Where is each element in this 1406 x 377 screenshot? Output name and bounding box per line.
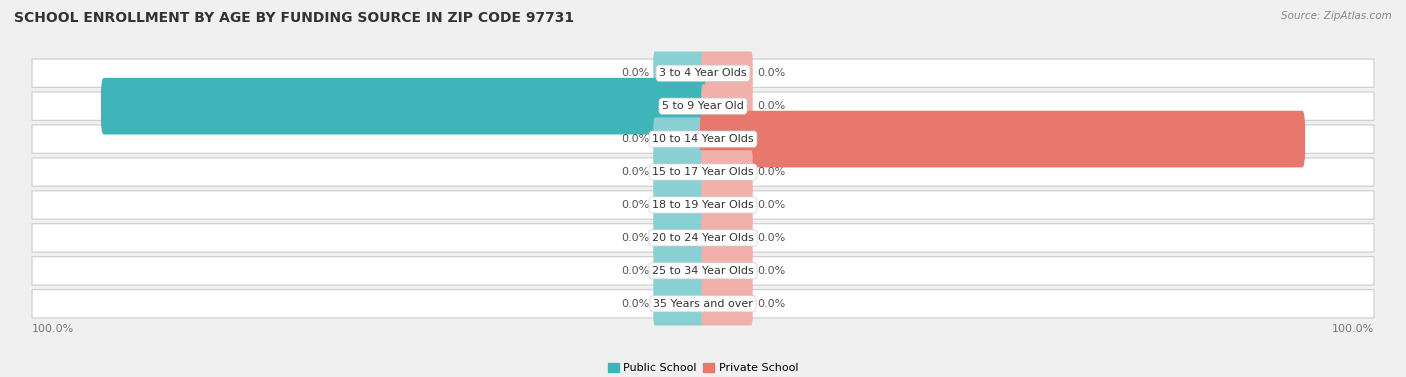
- FancyBboxPatch shape: [32, 191, 1374, 219]
- Text: 3 to 4 Year Olds: 3 to 4 Year Olds: [659, 68, 747, 78]
- Text: 0.0%: 0.0%: [621, 299, 650, 309]
- FancyBboxPatch shape: [101, 78, 706, 135]
- FancyBboxPatch shape: [32, 290, 1374, 318]
- Text: 100.0%: 100.0%: [1331, 325, 1374, 334]
- FancyBboxPatch shape: [32, 59, 1374, 87]
- FancyBboxPatch shape: [32, 224, 1374, 252]
- FancyBboxPatch shape: [702, 282, 752, 325]
- FancyBboxPatch shape: [702, 216, 752, 260]
- Text: 100.0%: 100.0%: [49, 101, 96, 111]
- FancyBboxPatch shape: [702, 183, 752, 227]
- Text: 35 Years and over: 35 Years and over: [652, 299, 754, 309]
- Text: 15 to 17 Year Olds: 15 to 17 Year Olds: [652, 167, 754, 177]
- Text: 5 to 9 Year Old: 5 to 9 Year Old: [662, 101, 744, 111]
- Text: 0.0%: 0.0%: [756, 101, 785, 111]
- FancyBboxPatch shape: [32, 158, 1374, 186]
- Text: 0.0%: 0.0%: [621, 134, 650, 144]
- FancyBboxPatch shape: [702, 84, 752, 128]
- Text: 100.0%: 100.0%: [1310, 134, 1357, 144]
- Text: SCHOOL ENROLLMENT BY AGE BY FUNDING SOURCE IN ZIP CODE 97731: SCHOOL ENROLLMENT BY AGE BY FUNDING SOUR…: [14, 11, 574, 25]
- Text: 18 to 19 Year Olds: 18 to 19 Year Olds: [652, 200, 754, 210]
- FancyBboxPatch shape: [654, 150, 704, 194]
- Legend: Public School, Private School: Public School, Private School: [603, 359, 803, 377]
- Text: 0.0%: 0.0%: [756, 299, 785, 309]
- Text: 0.0%: 0.0%: [621, 266, 650, 276]
- FancyBboxPatch shape: [702, 249, 752, 293]
- Text: 0.0%: 0.0%: [621, 68, 650, 78]
- FancyBboxPatch shape: [702, 150, 752, 194]
- FancyBboxPatch shape: [654, 282, 704, 325]
- FancyBboxPatch shape: [32, 92, 1374, 120]
- Text: 10 to 14 Year Olds: 10 to 14 Year Olds: [652, 134, 754, 144]
- Text: 0.0%: 0.0%: [621, 233, 650, 243]
- FancyBboxPatch shape: [32, 125, 1374, 153]
- Text: 25 to 34 Year Olds: 25 to 34 Year Olds: [652, 266, 754, 276]
- Text: 0.0%: 0.0%: [756, 233, 785, 243]
- Text: 0.0%: 0.0%: [756, 266, 785, 276]
- FancyBboxPatch shape: [654, 216, 704, 260]
- FancyBboxPatch shape: [32, 257, 1374, 285]
- Text: 0.0%: 0.0%: [756, 68, 785, 78]
- FancyBboxPatch shape: [702, 52, 752, 95]
- Text: 100.0%: 100.0%: [32, 325, 75, 334]
- Text: 0.0%: 0.0%: [756, 200, 785, 210]
- FancyBboxPatch shape: [654, 183, 704, 227]
- FancyBboxPatch shape: [654, 117, 704, 161]
- FancyBboxPatch shape: [700, 111, 1305, 167]
- Text: 0.0%: 0.0%: [621, 167, 650, 177]
- Text: Source: ZipAtlas.com: Source: ZipAtlas.com: [1281, 11, 1392, 21]
- Text: 0.0%: 0.0%: [756, 167, 785, 177]
- FancyBboxPatch shape: [654, 249, 704, 293]
- Text: 0.0%: 0.0%: [621, 200, 650, 210]
- FancyBboxPatch shape: [654, 52, 704, 95]
- Text: 20 to 24 Year Olds: 20 to 24 Year Olds: [652, 233, 754, 243]
